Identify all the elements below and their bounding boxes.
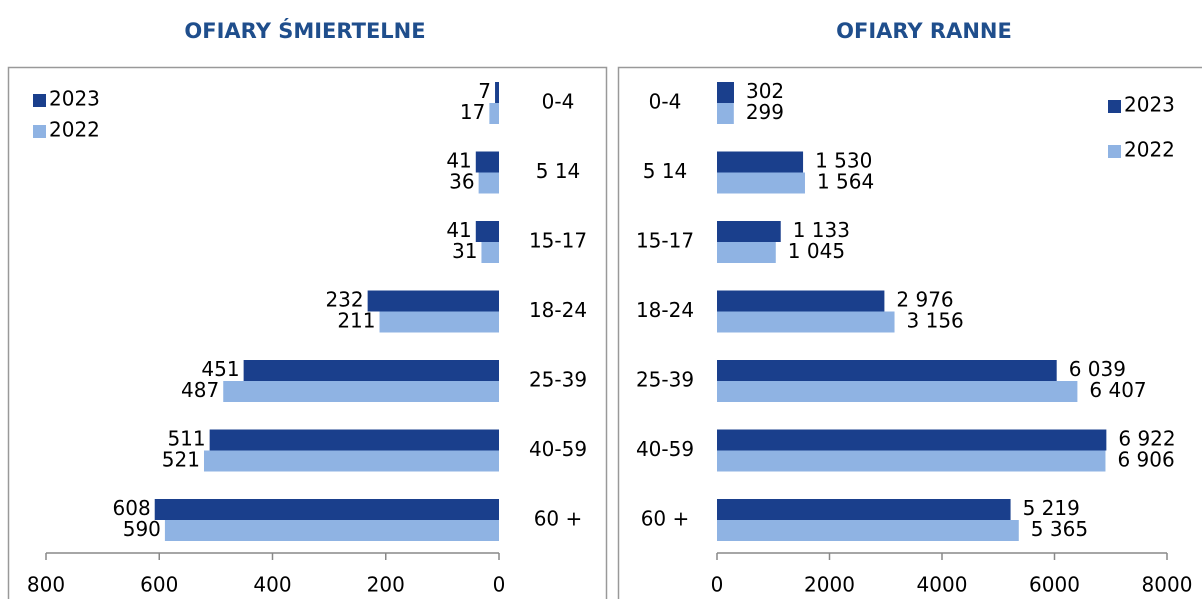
x-tick-label: 4000 (917, 573, 968, 597)
value-label: 1 564 (817, 170, 874, 194)
bar (717, 151, 804, 173)
bar (203, 450, 499, 472)
panel-frame (617, 66, 1202, 599)
category-label: 15-17 (529, 229, 587, 253)
bar (243, 360, 499, 381)
chart-title: OFIARY ŚMIERTELNE (184, 18, 425, 43)
legend-swatch (1108, 100, 1121, 113)
category-label: 5 14 (536, 159, 581, 183)
legend-swatch (33, 94, 46, 107)
value-label: 31 (452, 239, 477, 263)
panel-frame (7, 66, 608, 599)
value-label: 1 530 (815, 149, 872, 173)
value-label: 511 (167, 427, 205, 451)
x-tick-label: 400 (253, 573, 291, 597)
value-label: 211 (337, 309, 375, 333)
legend-label: 2022 (1124, 138, 1175, 162)
value-label: 6 906 (1117, 448, 1174, 472)
value-label: 1 133 (793, 218, 850, 242)
value-label: 17 (460, 100, 485, 124)
bar (717, 242, 776, 263)
bar (717, 429, 1107, 451)
bar (717, 520, 1019, 541)
bar (209, 429, 500, 451)
category-label: 15-17 (636, 229, 694, 253)
bar (717, 450, 1106, 472)
legend-label: 2023 (1124, 93, 1175, 117)
category-label: 25-39 (636, 368, 694, 392)
bar (475, 221, 499, 242)
x-tick-label: 0 (493, 573, 506, 597)
category-label: 18-24 (529, 298, 587, 322)
legend-label: 2023 (49, 87, 100, 111)
value-label: 41 (446, 149, 471, 173)
value-label: 1 045 (788, 239, 845, 263)
category-label: 0-4 (649, 90, 682, 114)
bar (164, 520, 499, 541)
bar (154, 499, 499, 520)
x-tick-label: 0 (711, 573, 724, 597)
value-label: 6 922 (1118, 427, 1175, 451)
bar (481, 242, 499, 263)
bar (223, 381, 499, 402)
category-label: 40-59 (529, 437, 587, 461)
category-label: 60 + (534, 507, 583, 531)
bar (717, 311, 895, 333)
value-label: 2 976 (896, 288, 953, 312)
value-label: 7 (478, 79, 491, 103)
value-label: 302 (746, 79, 784, 103)
x-tick-label: 800 (27, 573, 65, 597)
bar (367, 290, 499, 312)
value-label: 487 (181, 378, 219, 402)
bar (379, 311, 499, 333)
bar (717, 381, 1078, 402)
value-label: 299 (746, 100, 784, 124)
category-label: 25-39 (529, 368, 587, 392)
value-label: 521 (162, 448, 200, 472)
bar (475, 151, 499, 173)
bar (717, 290, 885, 312)
category-label: 18-24 (636, 298, 694, 322)
bar (717, 499, 1011, 520)
x-tick-label: 6000 (1029, 573, 1080, 597)
x-tick-label: 200 (367, 573, 405, 597)
bar (489, 103, 499, 124)
bar (717, 360, 1057, 381)
value-label: 590 (123, 517, 161, 541)
category-label: 0-4 (542, 90, 575, 114)
bar (717, 172, 805, 194)
category-label: 5 14 (643, 159, 688, 183)
value-label: 451 (201, 357, 239, 381)
value-label: 6 039 (1069, 357, 1126, 381)
chart-title: OFIARY RANNE (836, 19, 1012, 43)
value-label: 608 (113, 496, 151, 520)
value-label: 6 407 (1089, 378, 1146, 402)
x-tick-label: 8000 (1142, 573, 1193, 597)
category-label: 40-59 (636, 437, 694, 461)
value-label: 36 (449, 170, 474, 194)
value-label: 3 156 (907, 309, 964, 333)
value-label: 5 365 (1031, 517, 1088, 541)
value-label: 41 (446, 218, 471, 242)
x-tick-label: 600 (140, 573, 178, 597)
x-tick-label: 2000 (804, 573, 855, 597)
legend-label: 2022 (49, 118, 100, 142)
bar (495, 82, 499, 103)
bar (478, 172, 499, 194)
category-label: 60 + (641, 507, 690, 531)
legend-swatch (1108, 145, 1121, 158)
value-label: 232 (325, 288, 363, 312)
bar (717, 82, 734, 103)
bar (717, 221, 781, 242)
bar (717, 103, 734, 124)
value-label: 5 219 (1023, 496, 1080, 520)
legend-swatch (33, 125, 46, 138)
